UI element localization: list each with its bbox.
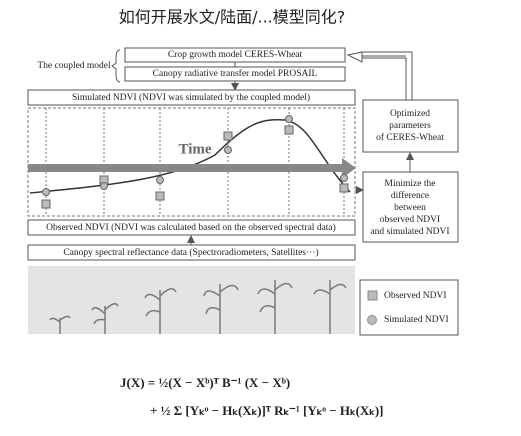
- canopy-model: Canopy radiative transfer model PROSAIL: [153, 68, 318, 79]
- legend-square: [367, 290, 378, 301]
- optimized-box: [362, 99, 459, 153]
- reflectance: Canopy spectral reflectance data (Spectr…: [63, 247, 318, 258]
- legend-circle: [367, 315, 377, 325]
- minimize: difference: [391, 190, 429, 201]
- time-arrow: [28, 158, 356, 178]
- big-arrow: [346, 51, 407, 100]
- guides: [45, 108, 345, 216]
- minimize: observed NDVI: [380, 215, 440, 225]
- minimize-box: [362, 171, 459, 243]
- plot-frame: [27, 107, 356, 217]
- optimized: of CERES-Wheat: [376, 132, 444, 143]
- observed: Observed NDVI (NDVI was calculated based…: [46, 222, 336, 233]
- crop-model: Crop growth model CERES-Wheat: [168, 50, 303, 60]
- simulated-box: [27, 89, 356, 106]
- optimized: Optimized: [390, 109, 430, 119]
- legend-box: [359, 279, 459, 336]
- legend-observed: Observed NDVI: [384, 291, 447, 301]
- title: 如何开展水文/陆面/...模型同化?: [119, 8, 346, 27]
- legend-simulated: Simulated NDVI: [384, 315, 449, 325]
- reflectance-box: [27, 244, 356, 261]
- big-arrow-edge: [362, 51, 413, 100]
- minimize: Minimize the: [385, 179, 436, 189]
- minimize: and simulated NDVI: [370, 227, 449, 237]
- time: Time: [178, 141, 211, 157]
- formula: + ½ Σ [Yₖᵒ − Hₖ(Xₖ)]ᵀ Rₖ⁻¹ [Yₖᵒ − Hₖ(Xₖ)…: [150, 403, 384, 418]
- markers: [41, 115, 349, 209]
- brace: [111, 49, 121, 83]
- plants-image: [28, 266, 355, 334]
- minimize: between: [394, 203, 426, 213]
- formula: J(X) = ½(X − Xᵇ)ᵀ B⁻¹ (X − Xᵇ): [120, 375, 290, 390]
- optimized: parameters: [389, 121, 431, 131]
- coupled-label: The coupled model: [37, 61, 111, 71]
- ndvi-curve: [29, 118, 351, 194]
- simulated: Simulated NDVI (NDVI was simulated by th…: [72, 92, 310, 103]
- plants: [49, 280, 347, 334]
